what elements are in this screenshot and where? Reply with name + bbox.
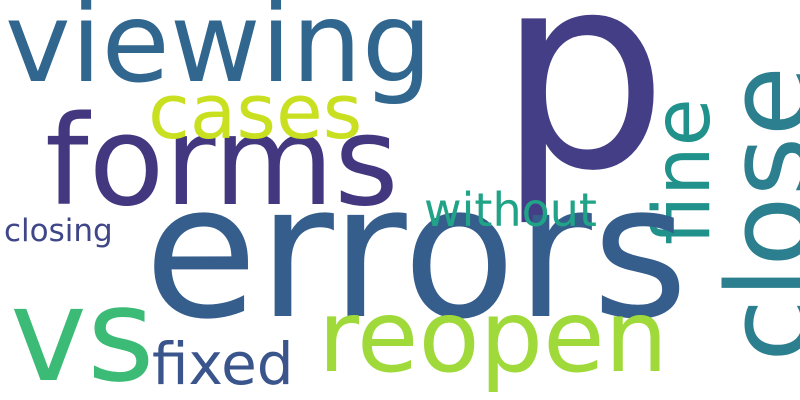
word-vs: vs: [10, 259, 155, 400]
word-errors: errors: [144, 144, 689, 360]
word-cases: cases: [148, 67, 363, 156]
word-reopen: reopen: [318, 278, 668, 395]
word-p: p: [497, 0, 669, 230]
word-viewing: viewing: [5, 0, 433, 108]
word-without: without: [424, 183, 597, 237]
word-close: close: [703, 65, 800, 362]
word-forms: forms: [45, 90, 399, 234]
word-closing: closing: [4, 213, 113, 249]
word-fixed: fixed: [152, 330, 294, 398]
